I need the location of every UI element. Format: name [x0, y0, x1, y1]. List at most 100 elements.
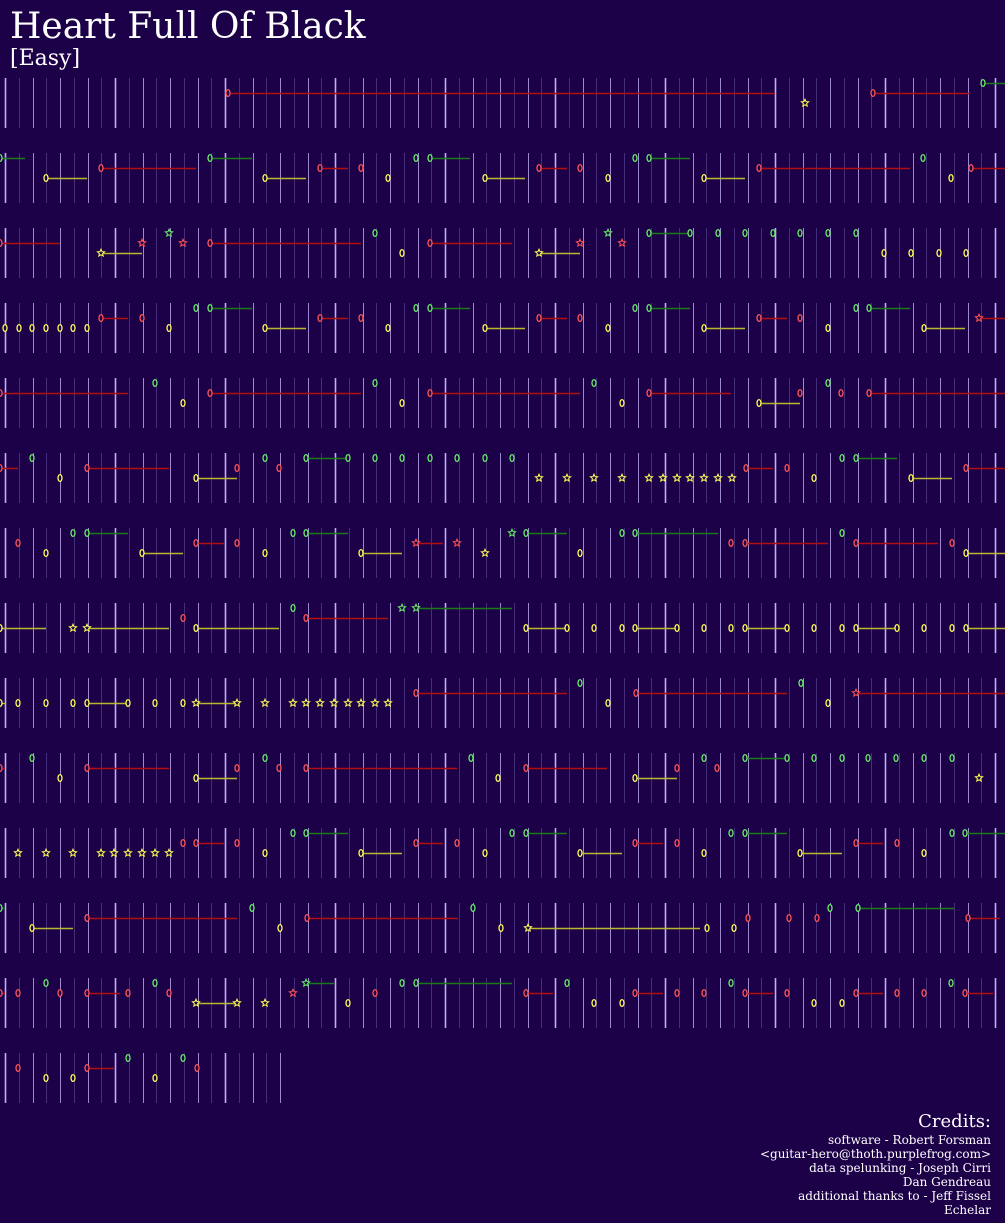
- green-note: [523, 528, 529, 538]
- red-note: [870, 88, 876, 98]
- red-note: [965, 913, 971, 923]
- green-note: [619, 528, 625, 538]
- yellow-note: [881, 248, 887, 258]
- star-note: [480, 547, 490, 558]
- green-note: [454, 453, 460, 463]
- yellow-note: [591, 623, 597, 633]
- song-title: Heart Full Of Black: [10, 6, 366, 47]
- red-note: [84, 763, 90, 773]
- yellow-note: [166, 323, 172, 333]
- red-note: [207, 238, 213, 248]
- red-note: [963, 463, 969, 473]
- star-note: [699, 472, 709, 483]
- yellow-note: [15, 698, 21, 708]
- red-note: [234, 538, 240, 548]
- green-note: [29, 453, 35, 463]
- green-note: [687, 228, 693, 238]
- green-note: [962, 828, 968, 838]
- green-note: [468, 753, 474, 763]
- green-note: [949, 753, 955, 763]
- red-note: [57, 988, 63, 998]
- green-note: [290, 603, 296, 613]
- green-note: [152, 378, 158, 388]
- red-note: [949, 538, 955, 548]
- green-note: [207, 303, 213, 313]
- star-note: [315, 697, 325, 708]
- green-note: [742, 753, 748, 763]
- green-note: [825, 378, 831, 388]
- green-note: [290, 828, 296, 838]
- star-note: [383, 697, 393, 708]
- yellow-note: [949, 623, 955, 633]
- star-note: [343, 697, 353, 708]
- yellow-note: [262, 323, 268, 333]
- red-note: [632, 838, 638, 848]
- red-note: [207, 388, 213, 398]
- green-note: [797, 228, 803, 238]
- yellow-note: [2, 323, 8, 333]
- star-note: [68, 622, 78, 633]
- red-note: [536, 163, 542, 173]
- green-note: [43, 978, 49, 988]
- red-note: [894, 838, 900, 848]
- yellow-note: [345, 998, 351, 1008]
- star-note: [41, 847, 51, 858]
- yellow-note: [811, 473, 817, 483]
- red-note: [15, 1063, 21, 1073]
- star-note: [672, 472, 682, 483]
- star-note: [178, 237, 188, 248]
- green-note: [742, 828, 748, 838]
- green-note: [345, 453, 351, 463]
- green-note: [827, 903, 833, 913]
- yellow-note: [704, 923, 710, 933]
- star-note: [137, 847, 147, 858]
- yellow-note: [385, 323, 391, 333]
- star-note: [523, 922, 533, 933]
- star-note: [68, 847, 78, 858]
- star-note: [603, 227, 613, 238]
- yellow-note: [152, 1073, 158, 1083]
- red-note: [853, 838, 859, 848]
- star-note: [589, 472, 599, 483]
- red-note: [193, 538, 199, 548]
- yellow-note: [564, 623, 570, 633]
- yellow-note: [482, 323, 488, 333]
- green-note: [372, 228, 378, 238]
- red-note: [523, 763, 529, 773]
- red-note: [742, 988, 748, 998]
- red-note: [276, 463, 282, 473]
- star-note: [191, 697, 201, 708]
- yellow-note: [139, 548, 145, 558]
- red-note: [756, 163, 762, 173]
- yellow-note: [674, 623, 680, 633]
- yellow-note: [811, 998, 817, 1008]
- credit-line: <guitar-hero@thoth.purplefrog.com>: [759, 1147, 991, 1161]
- red-note: [797, 388, 803, 398]
- red-note: [784, 463, 790, 473]
- green-note: [646, 303, 652, 313]
- red-note: [786, 913, 792, 923]
- green-note: [152, 978, 158, 988]
- red-note: [921, 988, 927, 998]
- yellow-note: [825, 323, 831, 333]
- yellow-note: [701, 623, 707, 633]
- red-note: [838, 388, 844, 398]
- green-note: [303, 828, 309, 838]
- star-note: [123, 847, 133, 858]
- difficulty-label: [Easy]: [10, 46, 81, 71]
- yellow-note: [523, 623, 529, 633]
- star-note: [507, 527, 517, 538]
- red-note: [0, 463, 3, 473]
- yellow-note: [921, 323, 927, 333]
- yellow-note: [619, 998, 625, 1008]
- green-note: [853, 228, 859, 238]
- green-note: [470, 903, 476, 913]
- yellow-note: [701, 323, 707, 333]
- red-note: [0, 763, 3, 773]
- green-note: [193, 303, 199, 313]
- red-note: [577, 313, 583, 323]
- yellow-note: [193, 623, 199, 633]
- red-note: [962, 988, 968, 998]
- yellow-note: [482, 848, 488, 858]
- green-note: [427, 453, 433, 463]
